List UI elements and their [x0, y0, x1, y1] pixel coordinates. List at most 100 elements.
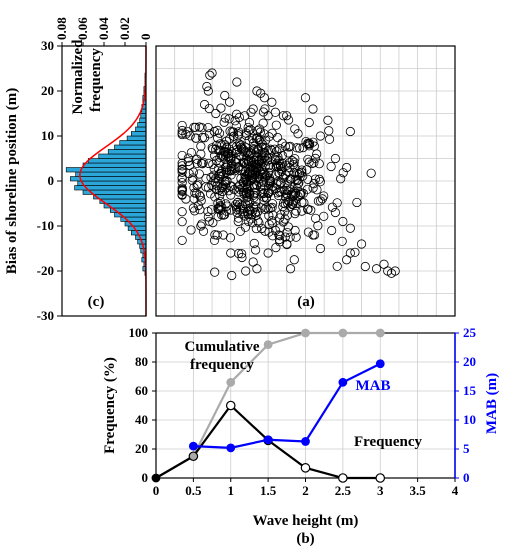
scatter-point — [177, 190, 187, 200]
histogram-bar — [65, 167, 147, 173]
scatter-point — [345, 223, 355, 233]
scatter-point — [291, 232, 301, 242]
scatter-point — [284, 157, 295, 168]
scatter-point — [234, 127, 244, 137]
y-tick-label: 20 — [41, 83, 54, 98]
scatter-point — [290, 225, 300, 236]
scatter-point — [196, 141, 206, 151]
scatter-point — [227, 270, 237, 281]
scatter-point — [285, 141, 295, 151]
scatter-point — [315, 131, 326, 141]
scatter-point — [342, 255, 352, 265]
scatter-point — [274, 230, 284, 240]
y2-tick-label: 0 — [463, 470, 470, 485]
y-tick-label: 40 — [135, 412, 148, 427]
histogram-bar — [131, 131, 147, 137]
x-tick-label: 2 — [302, 483, 309, 498]
scatter-point — [360, 261, 370, 272]
scatter-point — [222, 201, 232, 211]
scatter-point — [177, 158, 187, 168]
scatter-point — [332, 261, 342, 271]
scatter-point — [263, 248, 273, 258]
scatter-point — [241, 266, 251, 276]
scatter-point — [217, 202, 227, 212]
scatter-point — [233, 216, 243, 227]
histogram-bar — [137, 122, 147, 128]
scatter-point — [260, 142, 270, 153]
scatter-point — [290, 124, 300, 134]
y-tick-label: 100 — [129, 325, 149, 340]
scatter-point — [189, 194, 199, 204]
scatter-point — [287, 156, 297, 166]
scatter-point — [220, 179, 231, 190]
annotation-text: frequency — [88, 48, 104, 112]
scatter-point — [202, 81, 212, 92]
scatter-point — [233, 213, 244, 223]
scatter-point — [313, 221, 323, 231]
scatter-point — [244, 190, 254, 200]
panel-a-frame — [155, 45, 456, 317]
scatter-point — [292, 143, 302, 153]
series-point — [301, 437, 310, 446]
scatter-point — [222, 148, 233, 158]
scatter-point — [225, 233, 236, 243]
scatter-point — [243, 157, 254, 167]
scatter-point — [258, 189, 268, 199]
histogram-bar — [127, 225, 147, 231]
scatter-point — [189, 122, 199, 132]
histogram-bar — [140, 113, 147, 119]
scatter-point — [242, 159, 252, 169]
scatter-point — [345, 126, 355, 137]
scatter-point — [195, 205, 205, 215]
y-tick-label: 10 — [41, 128, 54, 143]
scatter-point — [226, 170, 236, 180]
scatter-point — [274, 213, 285, 223]
scatter-point — [207, 68, 217, 78]
panel-label: (c) — [88, 294, 105, 310]
scatter-point — [246, 214, 256, 224]
scatter-point — [273, 188, 283, 198]
scatter-point — [278, 201, 288, 212]
scatter-point — [260, 226, 270, 236]
scatter-point — [242, 193, 252, 203]
scatter-point — [236, 173, 246, 184]
series-label: Cumulative — [185, 339, 260, 355]
scatter-point — [273, 162, 284, 172]
series-label: MAB — [356, 378, 391, 394]
series-point — [338, 377, 348, 387]
scatter-point — [338, 216, 348, 227]
scatter-point — [280, 232, 290, 242]
series-line — [193, 362, 381, 449]
x-tick-label: 3 — [377, 483, 384, 498]
scatter-point — [254, 134, 264, 145]
scatter-point — [237, 249, 247, 259]
y-axis-label: Frequency (%) — [102, 357, 118, 454]
scatter-point — [259, 192, 269, 202]
scatter-point — [206, 205, 217, 215]
scatter-point — [267, 199, 278, 209]
scatter-point — [270, 107, 280, 117]
scatter-point — [313, 196, 323, 206]
scatter-point — [234, 248, 244, 259]
y2-tick-label: 5 — [463, 441, 470, 456]
scatter-point — [240, 222, 251, 232]
scatter-point — [296, 188, 306, 198]
scatter-point — [350, 247, 360, 257]
scatter-point — [274, 155, 284, 166]
scatter-point — [215, 139, 225, 149]
histogram-bar — [98, 153, 147, 159]
scatter-point — [249, 238, 259, 248]
scatter-point — [309, 158, 319, 168]
histogram-bar — [114, 144, 147, 150]
scatter-point — [271, 184, 281, 194]
series-point — [188, 451, 199, 462]
x-axis-label: Wave height (m) — [253, 513, 359, 529]
scatter-point — [205, 189, 216, 199]
scatter-point — [177, 217, 187, 227]
scatter-point — [218, 182, 228, 192]
scatter-point — [304, 141, 314, 151]
histogram-bar — [77, 180, 147, 186]
scatter-point — [265, 203, 276, 213]
scatter-point — [273, 167, 283, 178]
y-tick-label: -20 — [37, 263, 54, 278]
